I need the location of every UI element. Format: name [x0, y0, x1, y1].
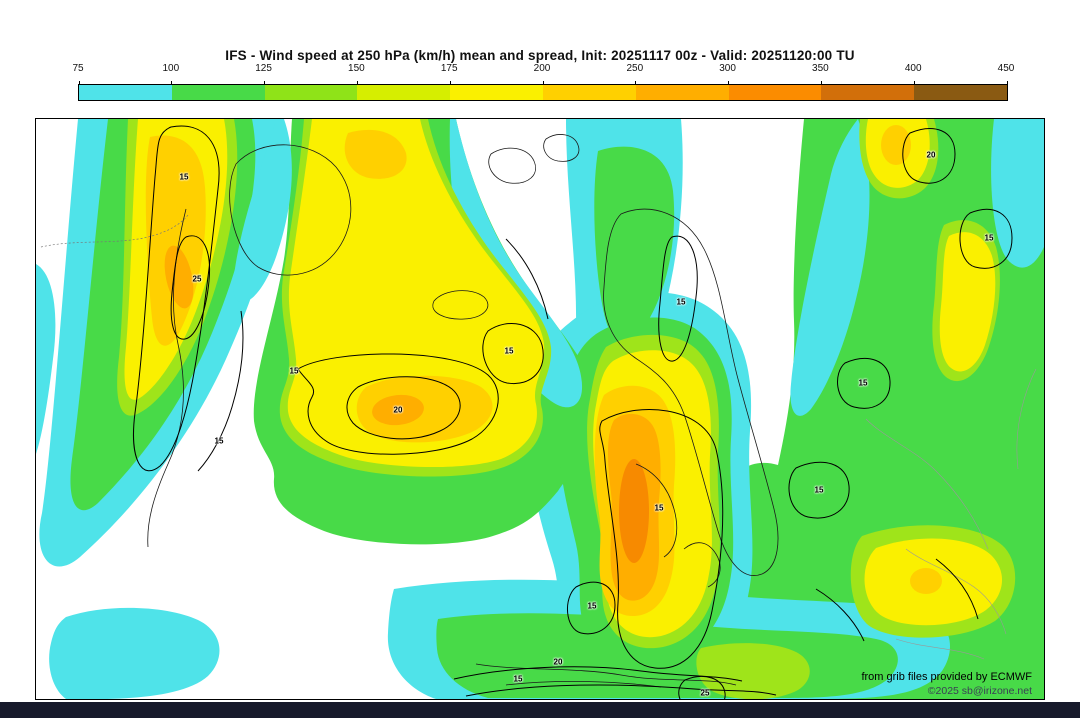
colorbar-tick-label: 75 [72, 63, 84, 74]
colorbar-segment [821, 85, 915, 100]
spread-contour [170, 235, 211, 340]
colorbar-tick-mark [542, 81, 544, 85]
colorbar-segment [914, 85, 1007, 100]
colorbar-segment [450, 85, 543, 100]
spread-contour [197, 310, 244, 472]
spread-contour [599, 408, 724, 669]
colorbar-tick-mark [171, 81, 173, 85]
spread-contour [133, 125, 220, 472]
map-frame: 15 25 15 15 20 15 15 15 15 15 15 20 15 20 15 25 from gr… [35, 118, 1045, 700]
colorbar-tick-label: 250 [626, 63, 644, 74]
colorbar-segment [728, 85, 822, 100]
wind-region-gold [356, 375, 493, 443]
wind-region-cyan [991, 119, 1044, 268]
wind-region-gold [910, 568, 942, 594]
wind-region-deep-orange [619, 459, 649, 563]
colorbar-tick-label: 350 [812, 63, 829, 74]
wind-region-gold [344, 129, 407, 179]
wind-region-cyan [449, 119, 583, 408]
spread-contour [658, 235, 698, 362]
wind-region-cyan [790, 119, 870, 416]
wind-region-cyan [36, 264, 56, 454]
colorbar-tick-mark [820, 81, 822, 85]
bottom-bar [0, 702, 1080, 718]
colorbar-tick-mark [356, 81, 358, 85]
page-title: IFS - Wind speed at 250 hPa (km/h) mean … [225, 48, 855, 63]
wind-region-cyan [49, 607, 220, 699]
coastline [488, 147, 536, 184]
colorbar-tick-mark [913, 81, 915, 85]
colorbar-tick-label: 175 [440, 63, 458, 74]
coastline [635, 463, 721, 588]
colorbar-segment [635, 85, 729, 100]
coastline [603, 208, 779, 576]
coastline-layer [40, 134, 1037, 688]
spread-contour [482, 323, 544, 385]
coastline [229, 144, 352, 276]
wind-region-orange [372, 394, 424, 426]
colorbar-tick-label: 150 [348, 63, 365, 74]
spread-contour [566, 581, 616, 635]
spread-contour [346, 376, 461, 440]
coastline [475, 663, 737, 688]
colorbar-tick-mark [1006, 81, 1008, 85]
spread-contour-layer [133, 125, 1013, 699]
colorbar-tick-mark [449, 81, 451, 85]
colorbar-tick-mark [78, 81, 80, 85]
colorbar-segment [79, 85, 172, 100]
spread-contour [465, 684, 777, 697]
spread-contour [837, 358, 891, 409]
colorbar-tick-label: 300 [719, 63, 736, 74]
coastline [432, 290, 489, 320]
colorbar-tick-label: 450 [997, 63, 1015, 74]
spread-contour [505, 238, 979, 642]
coastline-dotted [40, 214, 189, 248]
attribution-text: from grib files provided by ECMWF [861, 671, 1032, 683]
spread-contour [902, 128, 956, 184]
spread-contour [788, 461, 850, 519]
weather-map [36, 119, 1044, 699]
wind-region-cyan [233, 119, 292, 303]
colorbar-tick-mark [264, 81, 266, 85]
spread-contour [678, 676, 726, 699]
colorbar-tick-label: 400 [904, 63, 922, 74]
colorbar-segment [171, 85, 265, 100]
colorbar [78, 81, 1008, 101]
country-border [865, 368, 1037, 660]
colorbar-tick-mark [728, 81, 730, 85]
coastline [543, 134, 580, 162]
colorbar-segment [264, 85, 358, 100]
colorbar-tick-label: 200 [533, 63, 551, 74]
colorbar-tick-row: 75 100 125 150 175 200 250 300 350 400 450 [72, 63, 1014, 77]
spread-contour [297, 353, 499, 455]
spread-contour [959, 208, 1013, 269]
colorbar-segment [542, 85, 636, 100]
spread-contour [453, 666, 743, 682]
wind-region-yellow [939, 232, 996, 372]
colorbar-tick-mark [635, 81, 637, 85]
colorbar-segment [357, 85, 451, 100]
wind-region-yellow [287, 119, 545, 468]
colorbar-tick-label: 125 [255, 63, 272, 74]
colorbar-tick-label: 100 [162, 63, 180, 74]
copyright-text: ©2025 sb@irizone.net [927, 685, 1032, 697]
wind-speed-fill-layer [36, 119, 1044, 699]
wind-region-gold [881, 125, 911, 165]
wind-region-green [594, 146, 675, 339]
wind-region-chartreuse [696, 643, 810, 699]
